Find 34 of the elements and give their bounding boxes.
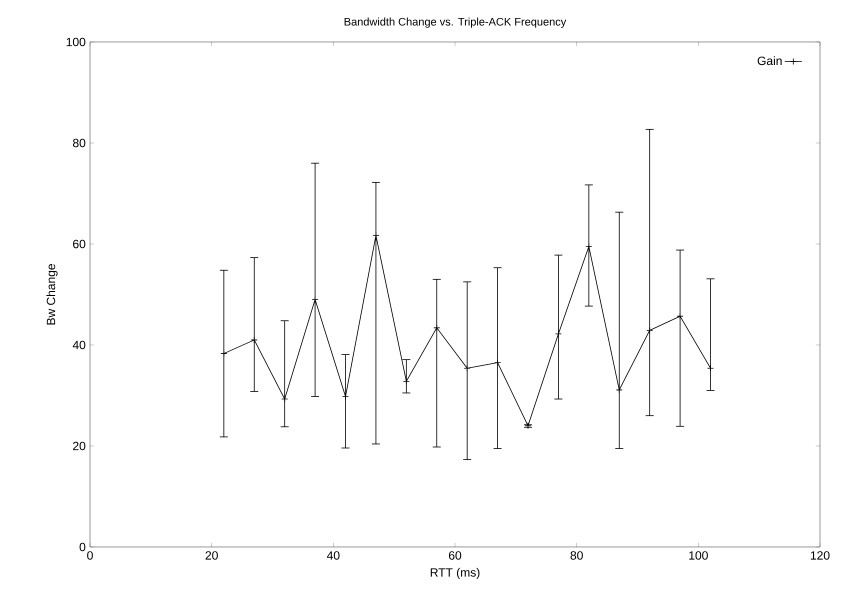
- point: [494, 359, 501, 366]
- x-axis-title: RTT (ms): [430, 568, 480, 580]
- point: [555, 330, 562, 338]
- y-tick-label: 20: [73, 442, 86, 450]
- y-tick-label: 40: [72, 340, 86, 350]
- point: [464, 364, 471, 372]
- point: [616, 386, 623, 394]
- legend-label: Gain: [758, 56, 782, 66]
- y-tick-label: 80: [72, 138, 86, 148]
- point: [585, 243, 592, 250]
- y-axis-title: Bw Change: [46, 264, 58, 325]
- point: [524, 422, 532, 430]
- x-tick-label: 60: [448, 551, 462, 560]
- x-tick-label: 20: [206, 551, 218, 560]
- y-tick-label: 0: [80, 542, 86, 552]
- y-tick-label: 60: [73, 240, 86, 248]
- point: [433, 324, 440, 332]
- point: [372, 232, 380, 239]
- point: [342, 393, 349, 400]
- y-tick-label: 100: [66, 38, 86, 46]
- point: [220, 350, 228, 357]
- chart-title: Bandwidth Change vs. Triple-ACK Frequency: [344, 18, 566, 28]
- point: [676, 312, 684, 320]
- point: [402, 378, 410, 385]
- point: [312, 296, 318, 303]
- x-tick-label: 40: [326, 551, 340, 560]
- x-tick-label: 0: [87, 551, 93, 560]
- point: [707, 364, 714, 372]
- point: [250, 336, 258, 344]
- x-tick-label: 120: [810, 551, 830, 560]
- point: [281, 396, 288, 402]
- x-tick-label: 100: [689, 551, 708, 560]
- point: [646, 326, 654, 334]
- x-tick-label: 80: [570, 551, 583, 560]
